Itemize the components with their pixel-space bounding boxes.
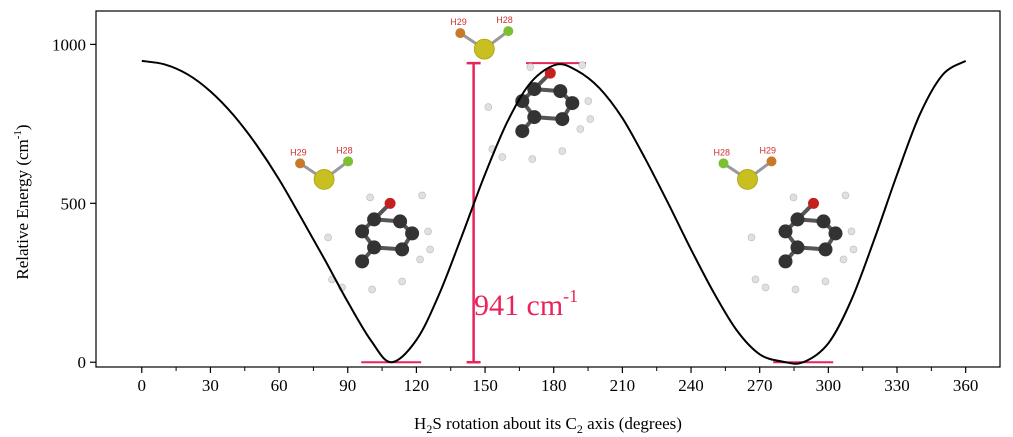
hydrogen-atom-tagged — [295, 158, 306, 169]
hydrogen-atom-tagged — [455, 28, 466, 39]
y-axis-title: Relative Energy (cm-1) — [12, 124, 32, 279]
molecule-illustrations: H29 H28 H29 H28 H28 H29 — [290, 15, 858, 294]
atom-label: H28 — [496, 15, 513, 25]
x-tick-label-330: 330 — [884, 376, 910, 395]
carbon-atom — [565, 96, 580, 111]
carbon-atom — [778, 254, 793, 269]
hydrogen-atom — [366, 193, 374, 202]
series-line-0 — [141, 59, 967, 365]
hydrogen-atom — [558, 147, 567, 155]
carbon-atom — [818, 242, 833, 257]
carbon-atom — [828, 226, 843, 241]
carbon-atom — [367, 240, 382, 255]
atom-label: H29 — [290, 147, 307, 157]
x-tick-label-240: 240 — [678, 376, 704, 395]
hydrogen-atom-tagged — [343, 156, 354, 167]
sulfur-atom — [473, 38, 495, 60]
hydrogen-atom — [747, 233, 756, 242]
atom-label: H28 — [336, 145, 353, 155]
atom-label: H28 — [714, 147, 731, 157]
x-tick-label-0: 0 — [138, 376, 147, 395]
carbon-atom — [790, 212, 805, 227]
x-tick-label-120: 120 — [404, 376, 430, 395]
hydrogen-atom-tagged — [718, 158, 729, 169]
atom-label: H29 — [760, 145, 777, 155]
carbon-atom — [553, 84, 568, 99]
carbon-atom — [555, 112, 570, 127]
x-tick-label-270: 270 — [747, 376, 773, 395]
sulfur-atom — [737, 168, 758, 190]
hydrogen-atom — [789, 193, 798, 202]
plot-area-border — [95, 10, 1001, 368]
hydrogen-atom — [484, 103, 493, 111]
hydrogen-atom — [791, 285, 800, 294]
hydrogen-atom — [368, 285, 376, 294]
hydrogen-atom — [586, 115, 595, 123]
hydrogen-atom — [849, 245, 858, 254]
carbon-atom — [515, 94, 530, 109]
sulfur-atom — [313, 168, 335, 190]
hydrogen-atom — [416, 255, 424, 264]
carbon-atom — [778, 224, 793, 239]
carbon-atom — [395, 242, 410, 257]
barrier-label: 941 cm-1 — [474, 286, 578, 322]
plot-frame — [95, 10, 1001, 368]
hydrogen-atom — [841, 191, 850, 200]
carbon-atom — [527, 82, 542, 97]
carbon-atom — [367, 212, 382, 227]
y-tick-label-1000: 1000 — [52, 35, 86, 54]
y-tick-label-0: 0 — [78, 353, 87, 372]
x-tick-label-360: 360 — [953, 376, 979, 395]
hydrogen-atom — [398, 277, 406, 286]
x-tick-label-30: 30 — [202, 376, 219, 395]
oxygen-atom — [808, 197, 819, 209]
oxygen-atom — [544, 67, 556, 79]
x-tick-label-210: 210 — [610, 376, 636, 395]
hydrogen-atom — [424, 227, 432, 236]
hydrogen-atom — [498, 153, 507, 161]
carbon-atom — [816, 214, 831, 229]
hydrogen-atom — [418, 191, 426, 200]
molecule-1: H29 H28 — [450, 15, 595, 163]
hydrogen-atom — [578, 61, 587, 69]
hydrogen-atom — [526, 63, 535, 71]
carbon-atom — [393, 214, 408, 229]
y-axis-ticks: 0 500 1000 — [52, 35, 96, 372]
hydrogen-atom — [847, 227, 856, 236]
hydrogen-atom — [839, 255, 848, 264]
carbon-atom — [527, 110, 542, 125]
hydrogen-atom — [426, 245, 434, 254]
atom-label: H29 — [450, 17, 467, 27]
carbon-atom — [405, 226, 420, 241]
molecule-2: H28 H29 — [714, 145, 858, 294]
y-tick-label-500: 500 — [61, 194, 87, 213]
x-axis-ticks: 0 30 60 90 120 150 180 210 240 270 300 330 360 — [138, 367, 979, 395]
molecule-0: H29 H28 — [290, 145, 434, 294]
carbon-atom — [355, 254, 370, 269]
carbon-atom — [790, 240, 805, 255]
x-tick-label-180: 180 — [541, 376, 567, 395]
series-layer — [141, 59, 967, 365]
hydrogen-atom-tagged — [766, 156, 777, 167]
hydrogen-atom — [761, 283, 770, 292]
x-axis-title: H2S rotation about its C2 axis (degrees) — [414, 414, 682, 436]
hydrogen-atom — [821, 277, 830, 286]
x-tick-label-150: 150 — [472, 376, 498, 395]
oxygen-atom — [384, 197, 396, 209]
hydrogen-atom — [576, 125, 585, 133]
x-tick-label-60: 60 — [271, 376, 288, 395]
x-tick-label-90: 90 — [339, 376, 356, 395]
hydrogen-atom — [751, 275, 760, 284]
hydrogen-atom — [584, 97, 593, 105]
annotations — [361, 61, 834, 364]
carbon-atom — [515, 124, 530, 139]
hydrogen-atom-tagged — [503, 26, 514, 37]
x-tick-label-300: 300 — [816, 376, 842, 395]
carbon-atom — [355, 224, 370, 239]
hydrogen-atom — [324, 233, 332, 242]
hydrogen-atom — [528, 155, 537, 163]
